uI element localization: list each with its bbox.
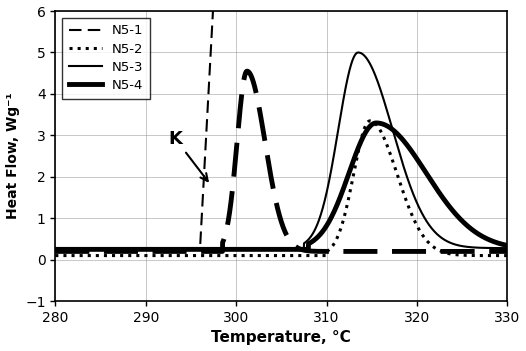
N5-4 [265, 247, 271, 251]
N5-3 [486, 246, 492, 250]
Line: N5-2: N5-2 [55, 121, 526, 256]
N5-4 [138, 247, 145, 251]
Y-axis label: Heat Flow, Wg⁻¹: Heat Flow, Wg⁻¹ [6, 93, 19, 219]
N5-2 [52, 253, 58, 258]
N5-4 [243, 247, 249, 251]
Text: K: K [168, 130, 208, 181]
X-axis label: Temperature, °C: Temperature, °C [211, 330, 351, 345]
N5-2 [367, 119, 373, 123]
N5-3 [355, 51, 361, 55]
Legend: N5-1, N5-2, N5-3, N5-4: N5-1, N5-2, N5-3, N5-4 [62, 18, 150, 99]
N5-2 [243, 253, 249, 258]
N5-4 [486, 238, 492, 242]
N5-2 [265, 253, 271, 258]
N5-4 [109, 247, 115, 251]
N5-4 [373, 121, 379, 125]
N5-2 [109, 253, 115, 258]
N5-2 [138, 253, 145, 258]
N5-4 [52, 247, 58, 251]
N5-3 [243, 246, 249, 250]
N5-2 [486, 253, 492, 258]
N5-3 [109, 246, 115, 250]
N5-3 [265, 246, 271, 250]
Line: N5-4: N5-4 [55, 123, 526, 249]
Line: N5-3: N5-3 [55, 53, 526, 248]
N5-3 [138, 246, 145, 250]
N5-3 [52, 246, 58, 250]
